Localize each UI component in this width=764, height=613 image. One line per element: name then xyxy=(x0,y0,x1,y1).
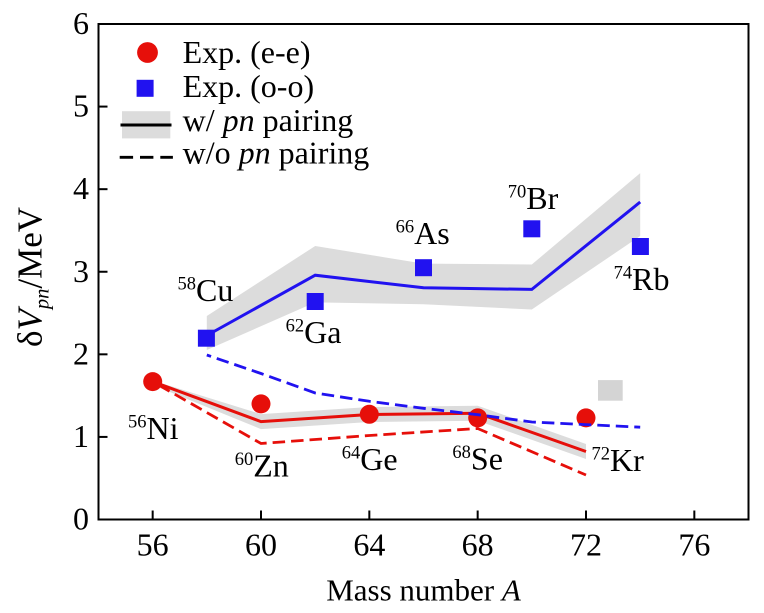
svg-text:62Ga: 62Ga xyxy=(286,314,342,350)
svg-text:56: 56 xyxy=(137,527,169,563)
svg-text:56Ni: 56Ni xyxy=(128,410,179,446)
svg-text:64Ge: 64Ge xyxy=(342,441,398,477)
svg-text:0: 0 xyxy=(73,501,89,537)
svg-text:w/o pn pairing: w/o pn pairing xyxy=(183,135,370,171)
svg-text:4: 4 xyxy=(73,170,89,206)
svg-text:w/ pn pairing: w/ pn pairing xyxy=(183,102,354,138)
svg-text:5: 5 xyxy=(73,88,89,124)
svg-text:64: 64 xyxy=(353,527,385,563)
svg-text:60Zn: 60Zn xyxy=(235,448,289,484)
svg-text:66As: 66As xyxy=(396,215,450,251)
svg-text:68Se: 68Se xyxy=(452,441,503,477)
svg-text:1: 1 xyxy=(73,418,89,454)
svg-text:76: 76 xyxy=(678,527,710,563)
svg-text:Exp. (o-o): Exp. (o-o) xyxy=(183,68,315,104)
svg-text:δVpn/MeV: δVpn/MeV xyxy=(11,207,54,347)
svg-text:72Kr: 72Kr xyxy=(592,442,645,478)
svg-text:68: 68 xyxy=(462,527,494,563)
svg-text:60: 60 xyxy=(245,527,277,563)
svg-text:58Cu: 58Cu xyxy=(178,272,234,308)
svg-text:6: 6 xyxy=(73,5,89,41)
svg-text:Mass number A: Mass number A xyxy=(326,572,522,607)
svg-text:3: 3 xyxy=(73,253,89,289)
svg-text:2: 2 xyxy=(73,335,89,371)
svg-text:Exp. (e-e): Exp. (e-e) xyxy=(183,34,311,70)
svg-text:72: 72 xyxy=(570,527,602,563)
svg-text:74Rb: 74Rb xyxy=(614,261,670,297)
svg-text:70Br: 70Br xyxy=(508,180,559,216)
